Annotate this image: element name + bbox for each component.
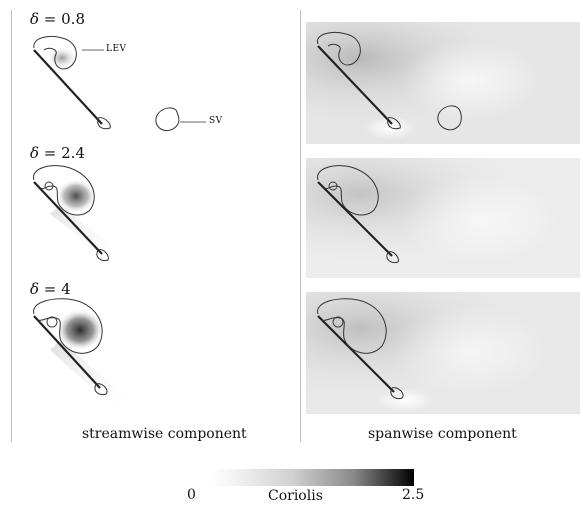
- plate-line: [317, 315, 395, 393]
- colorbar: [212, 469, 414, 486]
- spanwise-light-region: [375, 388, 435, 412]
- plate-line: [317, 181, 393, 257]
- colorbar-max-label: 2.5: [402, 487, 425, 503]
- spanwise-light-region: [400, 175, 560, 265]
- spanwise-panel-1: [306, 22, 580, 144]
- tev-contour: [390, 387, 404, 399]
- sv-label: SV: [209, 116, 223, 126]
- tev-contour: [97, 117, 111, 130]
- lev-contour: [316, 31, 361, 66]
- plate-line: [33, 181, 103, 255]
- secondary-vortex-contour: [332, 316, 344, 328]
- plate-line: [317, 45, 393, 125]
- tev-contour: [386, 251, 399, 263]
- plate-line: [33, 315, 101, 389]
- delta-label-2: δ = 2.4: [30, 144, 85, 162]
- vorticity-blob: [56, 179, 96, 213]
- vorticity-blob: [46, 46, 78, 70]
- lev-contour: [317, 298, 387, 354]
- left-border-line: [11, 10, 12, 442]
- lev-contour: [33, 165, 95, 216]
- column-divider-line: [300, 10, 301, 442]
- tev-contour: [94, 383, 108, 395]
- delta-label-1: δ = 0.8: [30, 10, 85, 28]
- secondary-vortex-contour: [44, 181, 54, 191]
- plate-line: [33, 49, 103, 125]
- spanwise-light-region: [364, 116, 416, 140]
- colorbar-min-label: 0: [187, 487, 196, 503]
- lev-label: LEV: [106, 44, 127, 54]
- vorticity-blob: [56, 309, 104, 351]
- spanwise-panel-3: [306, 292, 580, 414]
- secondary-vortex-contour: [46, 316, 58, 328]
- sv-contour: [437, 105, 462, 131]
- streamwise-panel-2: [33, 165, 118, 262]
- lev-contour: [317, 165, 379, 216]
- sv-contour: [155, 107, 180, 131]
- spanwise-caption: spanwise component: [368, 426, 517, 442]
- streamwise-panel-1: [33, 35, 206, 131]
- tev-contour: [96, 249, 109, 261]
- delta-label-3: δ = 4: [30, 280, 71, 298]
- spanwise-panel-2: [306, 158, 580, 278]
- colorbar-title: Coriolis: [268, 488, 323, 504]
- spanwise-light-region: [390, 305, 550, 395]
- lev-contour: [33, 35, 77, 70]
- streamwise-caption: streamwise component: [82, 426, 247, 442]
- tev-contour: [387, 117, 401, 130]
- spanwise-light-region: [400, 40, 540, 120]
- streamwise-panel-3: [33, 298, 130, 412]
- secondary-vortex-contour: [328, 181, 338, 191]
